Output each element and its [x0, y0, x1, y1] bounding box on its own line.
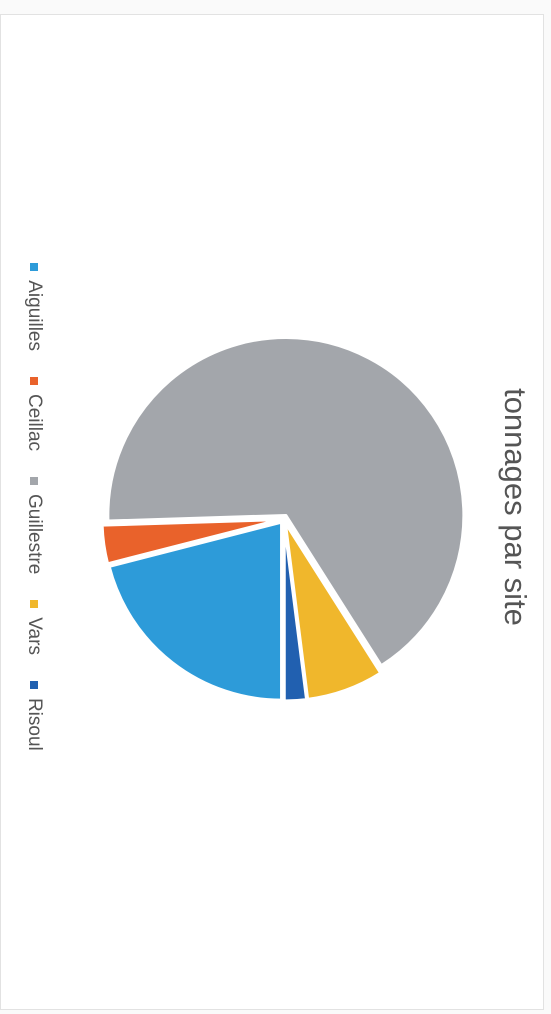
pie-chart: [100, 335, 466, 703]
legend: Aiguilles Ceillac Guillestre Vars Risoul: [23, 9, 45, 1005]
legend-swatch-aiguilles: [30, 263, 38, 272]
legend-swatch-guillestre: [30, 477, 38, 486]
legend-label-aiguilles: Aiguilles: [24, 280, 45, 351]
legend-swatch-risoul: [30, 680, 38, 689]
legend-label-risoul: Risoul: [24, 697, 45, 751]
legend-item-guillestre[interactable]: Guillestre: [23, 477, 45, 574]
legend-label-vars: Vars: [24, 617, 45, 655]
pie-slice-aiguilles[interactable]: [107, 520, 284, 702]
legend-item-vars[interactable]: Vars: [23, 600, 45, 655]
pie-slice-ceillac[interactable]: [100, 518, 282, 566]
pie-slice-guillestre[interactable]: [106, 335, 466, 668]
pie-slice-risoul[interactable]: [282, 521, 309, 703]
legend-swatch-ceillac: [30, 377, 38, 385]
legend-label-ceillac: Ceillac: [24, 394, 45, 452]
legend-item-aiguilles[interactable]: Aiguilles: [23, 263, 45, 351]
rotated-chart: tonnages par site Aiguilles Ceillac Guille…: [3, 9, 547, 1005]
legend-swatch-vars: [30, 600, 38, 609]
legend-item-risoul[interactable]: Risoul: [23, 680, 45, 751]
legend-item-ceillac[interactable]: Ceillac: [23, 377, 45, 451]
legend-label-guillestre: Guillestre: [24, 494, 45, 575]
